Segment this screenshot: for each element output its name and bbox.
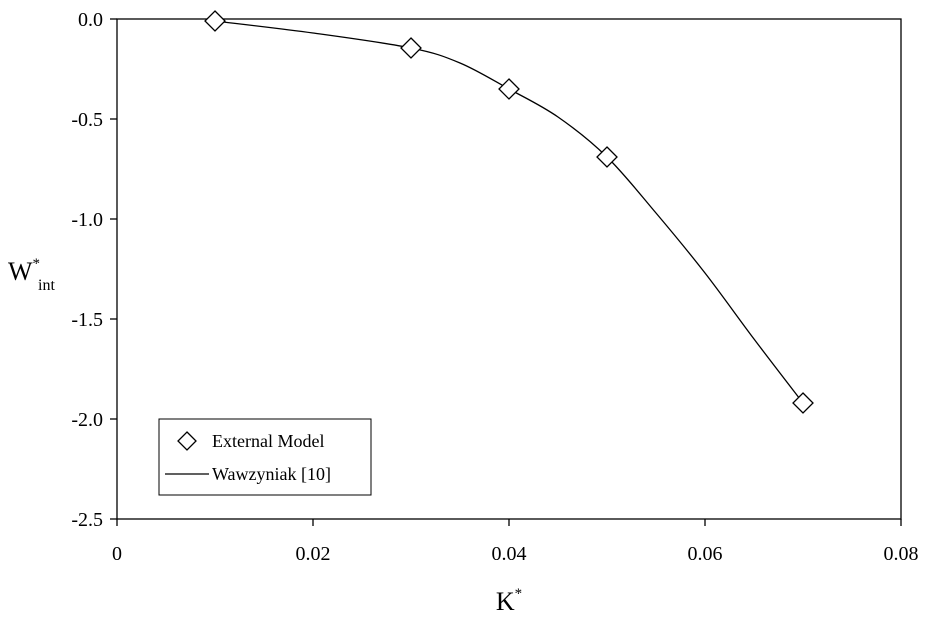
x-axis-title-sup: * [515, 586, 523, 602]
x-tick-label: 0 [112, 543, 122, 565]
y-axis-title-base: W [8, 257, 33, 286]
y-axis: 0.0 -0.5 -1.0 -1.5 -2.0 -2.5 [71, 9, 117, 531]
x-axis: 0 0.02 0.04 0.06 0.08 [112, 519, 919, 565]
y-tick-label: -2.5 [71, 509, 103, 531]
x-tick-label: 0.04 [492, 543, 527, 565]
y-axis-title-sub: int [38, 277, 55, 294]
y-axis-title: W* int [8, 256, 55, 294]
data-point-external-model [498, 78, 520, 100]
series-markers-group [204, 10, 814, 414]
x-tick-label: 0.06 [688, 543, 723, 565]
series-line-wawzyniak [214, 20, 804, 404]
x-axis-title: K* [496, 586, 522, 616]
y-tick-label: 0.0 [78, 9, 103, 31]
x-tick-label: 0.02 [296, 543, 331, 565]
data-point-external-model [596, 146, 618, 168]
y-tick-label: -2.0 [71, 409, 103, 431]
y-axis-title-sup: * [33, 256, 41, 272]
y-tick-label: -0.5 [71, 109, 103, 131]
legend-label-external-model: External Model [212, 431, 324, 451]
y-tick-label: -1.5 [71, 309, 103, 331]
data-point-external-model [400, 37, 422, 59]
data-point-external-model [204, 10, 226, 32]
data-point-external-model [792, 392, 814, 414]
legend: External Model Wawzyniak [10] [158, 418, 372, 496]
y-tick-label: -1.0 [71, 209, 103, 231]
legend-diamond-icon [177, 431, 197, 451]
x-tick-label: 0.08 [884, 543, 919, 565]
series-line-group [214, 20, 804, 404]
x-axis-title-base: K [496, 587, 515, 616]
legend-label-wawzyniak: Wawzyniak [10] [212, 464, 331, 484]
legend-box [158, 418, 372, 496]
